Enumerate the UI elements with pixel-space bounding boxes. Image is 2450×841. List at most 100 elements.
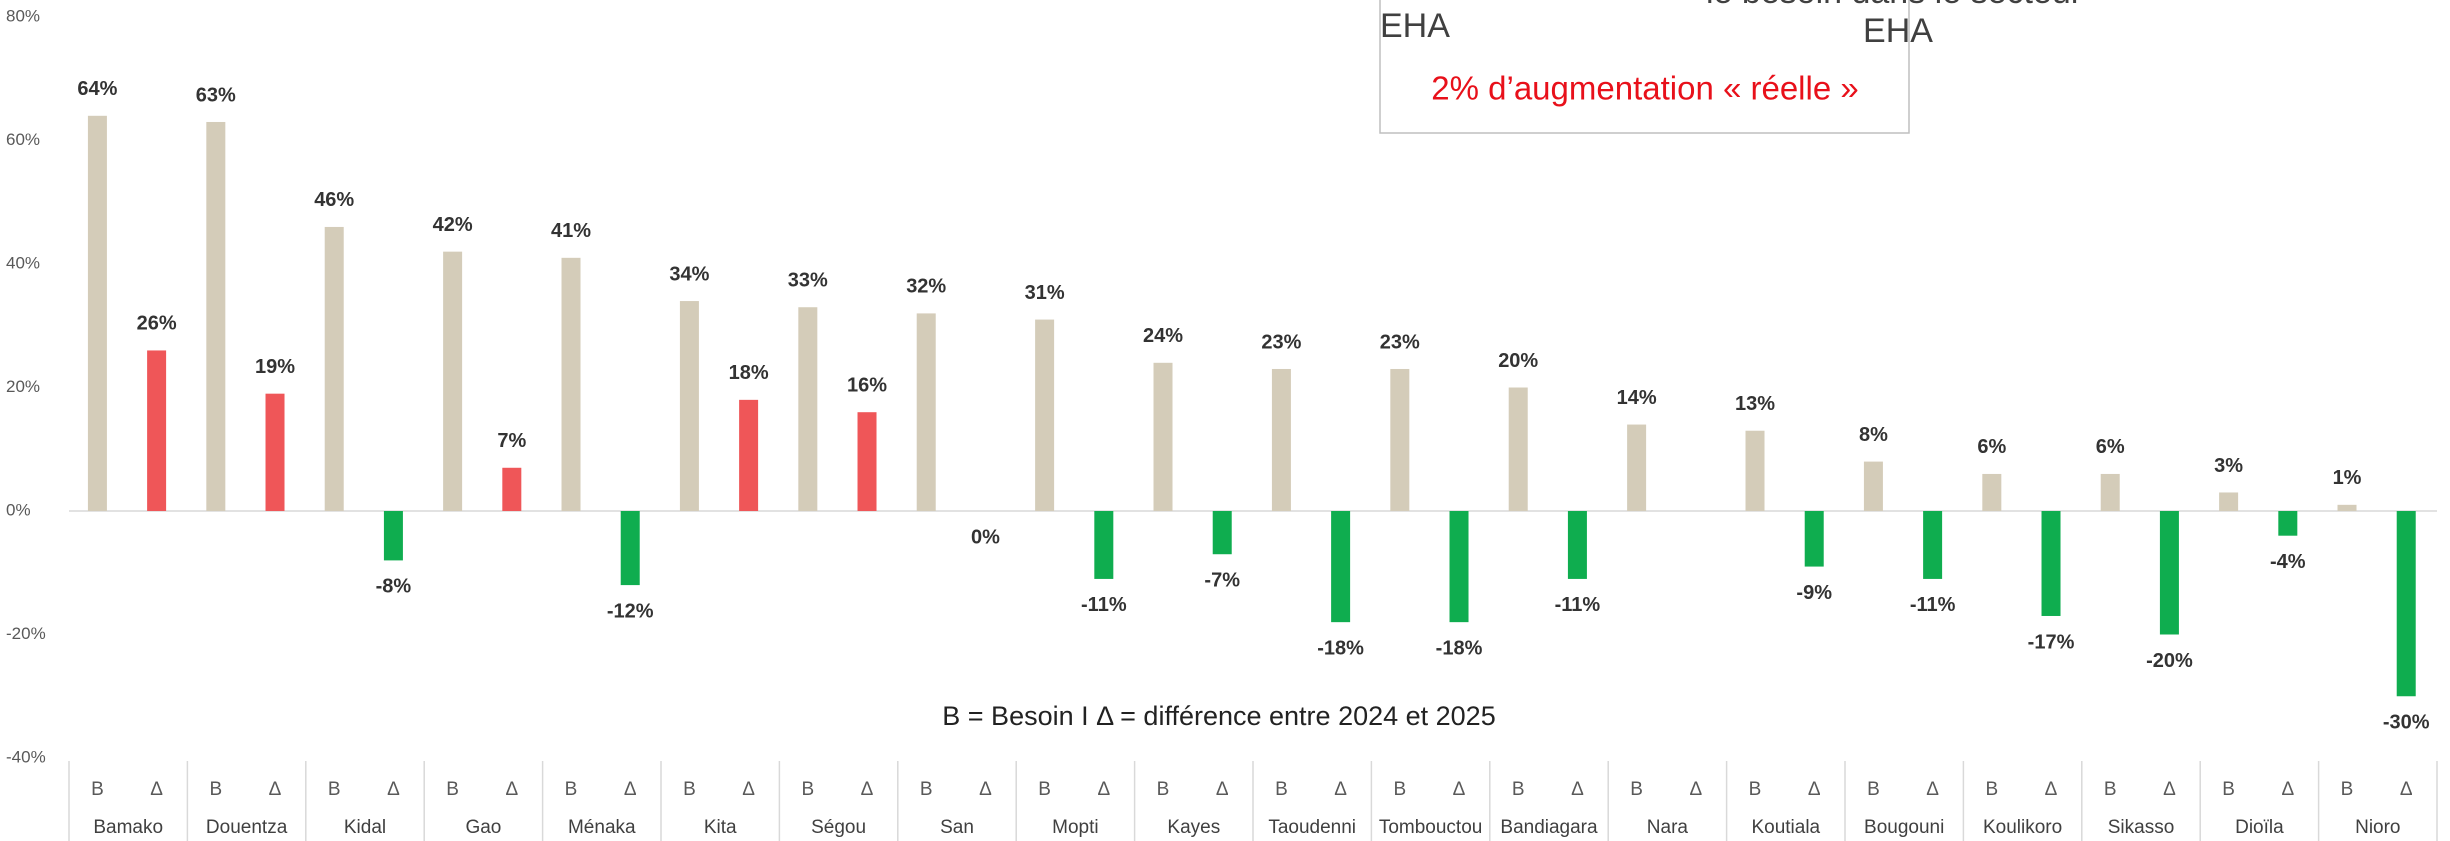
series-label: Δ	[2045, 779, 2058, 800]
value-label: 26%	[137, 313, 177, 335]
value-label: 63%	[196, 84, 236, 106]
x-tick-label: Koulikoro	[1983, 817, 2062, 838]
bar	[1390, 368, 1410, 511]
bar	[561, 257, 581, 511]
bar	[87, 115, 107, 512]
value-label: 33%	[788, 270, 828, 292]
x-tick-label: Sikasso	[2108, 817, 2175, 838]
y-tick-label: 40%	[6, 253, 40, 272]
series-label: B	[1512, 779, 1525, 800]
value-label: 19%	[255, 356, 295, 378]
value-label: 0%	[971, 526, 1000, 548]
value-label: 8%	[1859, 424, 1888, 446]
series-label: B	[2104, 779, 2117, 800]
bar	[443, 251, 463, 511]
series-label: B	[1038, 779, 1051, 800]
value-label: -11%	[1910, 594, 1956, 616]
value-label: 3%	[2214, 455, 2243, 477]
value-label: -18%	[1317, 637, 1364, 659]
callout-text: 2% d’augmentation « réelle »	[1431, 70, 1858, 107]
bar	[206, 121, 226, 511]
value-label: 31%	[1025, 282, 1065, 304]
series-label: B	[91, 779, 104, 800]
series-label: B	[1630, 779, 1643, 800]
series-label: Δ	[1334, 779, 1347, 800]
series-label: Δ	[624, 779, 637, 800]
value-label: 34%	[669, 263, 709, 285]
value-label: 32%	[906, 276, 946, 298]
x-tick-label: Dioïla	[2235, 817, 2284, 838]
value-label: 41%	[551, 220, 591, 242]
bar	[857, 412, 877, 511]
bar	[1567, 511, 1587, 579]
bar	[1508, 387, 1528, 511]
series-label: B	[1985, 779, 1998, 800]
series-label: Δ	[2400, 779, 2413, 800]
bar	[1923, 511, 1943, 579]
value-label: -7%	[1204, 570, 1240, 592]
value-label: 23%	[1261, 331, 1301, 353]
value-label: 24%	[1143, 325, 1183, 347]
y-tick-label: 0%	[6, 500, 31, 519]
series-label: Δ	[505, 779, 518, 800]
bar	[1035, 319, 1055, 511]
x-tick-label: San	[940, 817, 974, 838]
value-label: -18%	[1436, 637, 1483, 659]
series-label: Δ	[1097, 779, 1110, 800]
series-label: B	[1275, 779, 1288, 800]
bar	[2396, 511, 2416, 697]
bar	[679, 301, 699, 511]
y-tick-label: -40%	[6, 747, 46, 766]
x-tick-label: Douentza	[206, 817, 288, 838]
series-label: Δ	[387, 779, 400, 800]
value-label: -17%	[2028, 631, 2075, 653]
annotation: EHA	[1380, 7, 1450, 45]
x-tick-label: Gao	[465, 817, 501, 838]
y-tick-label: 80%	[6, 6, 40, 25]
series-label: B	[920, 779, 933, 800]
bar	[1627, 424, 1647, 511]
x-tick-label: Nioro	[2355, 817, 2400, 838]
series-label: B	[565, 779, 578, 800]
value-label: 64%	[77, 78, 117, 100]
value-label: 46%	[314, 189, 354, 211]
series-label: B	[1867, 779, 1880, 800]
bar	[2041, 511, 2061, 616]
series-label: Δ	[2163, 779, 2176, 800]
bar	[383, 511, 403, 561]
value-label: -12%	[607, 600, 654, 622]
value-label: -11%	[1555, 594, 1601, 616]
x-tick-label: Ménaka	[568, 817, 636, 838]
bar	[1804, 511, 1824, 567]
bar	[2337, 504, 2357, 511]
value-label: 42%	[433, 214, 473, 236]
x-tick-label: Tombouctou	[1379, 817, 1483, 838]
series-label: Δ	[1216, 779, 1229, 800]
series-label: Δ	[742, 779, 755, 800]
series-label: Δ	[1689, 779, 1702, 800]
y-tick-label: -20%	[6, 624, 46, 643]
bar	[2278, 511, 2298, 536]
value-label: 1%	[2333, 467, 2362, 489]
bar	[502, 467, 522, 511]
value-label: 23%	[1380, 331, 1420, 353]
bar	[1982, 473, 2002, 511]
bar	[620, 511, 640, 586]
value-label: 18%	[729, 362, 769, 384]
series-label: B	[1157, 779, 1170, 800]
value-label: 7%	[497, 430, 526, 452]
value-label: 13%	[1735, 393, 1775, 415]
bar	[147, 350, 167, 511]
callout-box	[1379, 0, 1910, 134]
series-label: B	[1749, 779, 1762, 800]
bar	[2159, 511, 2179, 635]
bar	[1863, 461, 1883, 511]
value-label: -9%	[1796, 582, 1832, 604]
bar	[916, 313, 936, 511]
bar	[1449, 511, 1469, 623]
series-label: Δ	[269, 779, 282, 800]
value-label: -30%	[2383, 712, 2430, 734]
bar	[739, 399, 759, 511]
bar	[1153, 362, 1173, 511]
